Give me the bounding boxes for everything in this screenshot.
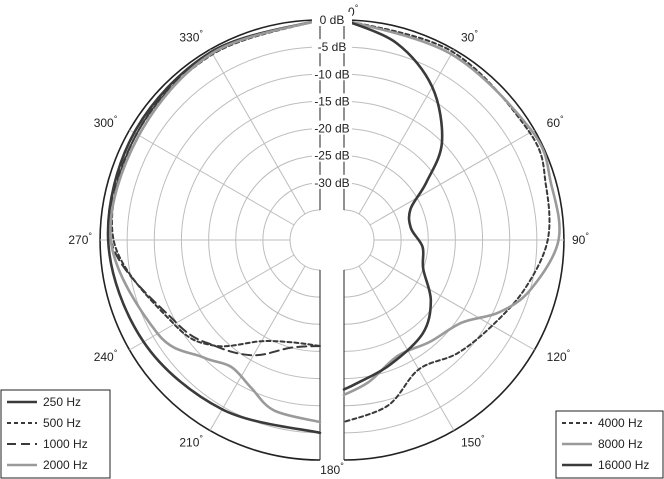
grid-ring xyxy=(343,209,375,271)
series-line-4000-hz xyxy=(343,19,551,423)
legend-label: 500 Hz xyxy=(43,416,81,430)
series-group xyxy=(106,18,561,435)
angle-tick-label: 240° xyxy=(94,348,118,364)
grid-spoke xyxy=(358,49,455,215)
tick-labels: 0°30°60°90°120°150°180°210°240°270°300°3… xyxy=(68,3,589,477)
series-line-16000-hz xyxy=(342,18,444,391)
radial-tick-label: -10 dB xyxy=(314,67,349,81)
series-line-2000-hz xyxy=(109,18,322,424)
radial-tick-label: -5 dB xyxy=(318,40,347,54)
radial-tick-label: -15 dB xyxy=(314,94,349,108)
radial-tick-label: -30 dB xyxy=(314,176,349,190)
radial-label-bg xyxy=(312,93,352,108)
legend-label: 2000 Hz xyxy=(43,458,88,472)
radial-tick-label: -25 dB xyxy=(314,149,349,163)
legend-box xyxy=(0,389,111,479)
angle-tick-label: 120° xyxy=(547,348,571,364)
angle-tick-label: 270° xyxy=(68,231,92,247)
series-line-500-hz xyxy=(110,19,321,348)
radial-label-bg xyxy=(312,39,352,54)
radial-label-bg xyxy=(312,12,352,26)
angle-tick-label: 330° xyxy=(179,28,203,44)
series-line-1000-hz xyxy=(108,19,321,357)
grid-spoke xyxy=(369,129,535,226)
radial-label-bg xyxy=(312,147,352,162)
legend-label: 1000 Hz xyxy=(43,437,88,451)
grid-spoke xyxy=(358,265,455,431)
legend-label: 16000 Hz xyxy=(598,458,649,472)
series-line-8000-hz xyxy=(342,18,561,397)
grid-spoke xyxy=(129,129,295,226)
angle-tick-label: 180° xyxy=(320,461,344,477)
angle-tick-label: 150° xyxy=(461,434,485,450)
legend-label: 4000 Hz xyxy=(598,416,643,430)
radial-label-bg xyxy=(312,120,352,135)
legends: 250 Hz 500 Hz 1000 Hz 2000 Hz 4000 Hz 8000 Hz… xyxy=(0,389,664,479)
angle-tick-label: 210° xyxy=(179,434,203,450)
series-line-250-hz xyxy=(106,18,322,435)
angle-tick-label: 300° xyxy=(94,114,118,130)
radial-label-bg xyxy=(312,174,352,189)
angle-tick-label: 30° xyxy=(461,28,478,44)
angle-tick-label: 90° xyxy=(572,231,589,247)
legend-label: 250 Hz xyxy=(43,395,81,409)
legend-label: 8000 Hz xyxy=(598,437,643,451)
grid-spoke xyxy=(369,254,535,351)
grid-ring xyxy=(289,209,321,271)
radial-tick-label: -20 dB xyxy=(314,122,349,136)
angle-tick-label: 60° xyxy=(547,114,564,130)
radial-label-bg xyxy=(312,66,352,81)
grid-spoke xyxy=(209,49,306,215)
grid-spoke xyxy=(209,265,306,431)
radial-tick-label: 0 dB xyxy=(320,13,345,27)
